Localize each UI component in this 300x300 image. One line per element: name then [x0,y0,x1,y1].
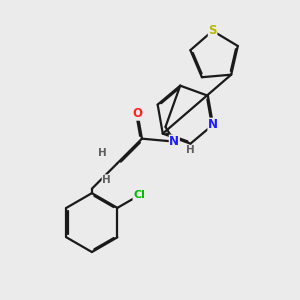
Text: H: H [186,146,195,155]
Text: S: S [208,24,217,37]
Text: H: H [98,148,106,158]
Text: N: N [169,135,179,148]
Text: H: H [102,175,111,185]
Text: Cl: Cl [133,190,145,200]
Text: N: N [208,118,218,131]
Text: O: O [133,107,142,120]
